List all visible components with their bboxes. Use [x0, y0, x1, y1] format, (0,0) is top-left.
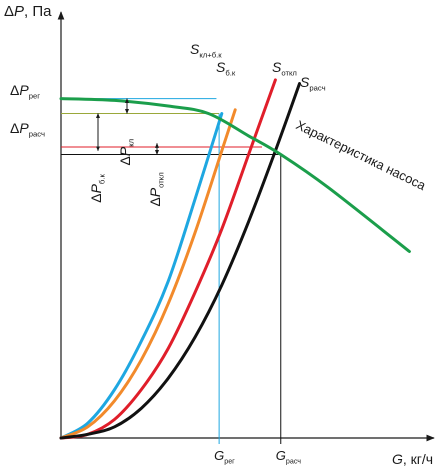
series-layer	[59, 78, 411, 440]
pump-curve-annotation: Характеристика насоса	[294, 117, 429, 193]
flow-label-g-rasch: Gрасч	[276, 448, 302, 465]
series-label-s-otkl: Sоткл	[272, 59, 297, 78]
y-axis-label: ΔP, Па	[4, 3, 52, 20]
series-line-pump	[59, 97, 411, 253]
level-label-p-rasch: ΔPрасч	[10, 120, 45, 139]
flow-label-g-reg: Gрег	[214, 448, 235, 465]
diff-label-dp_kl: ΔPкл	[117, 139, 136, 166]
series-label-s-bk: Sб.к	[216, 59, 236, 78]
series-line-s_kl_bk	[59, 112, 224, 440]
series-label-s-kl-bk: Sкл+б.к	[190, 41, 222, 60]
series-line-s_rasch	[59, 82, 301, 440]
series-line-s_bk	[59, 108, 237, 440]
series-line-s_otkl	[59, 78, 277, 440]
series-label-s-rasch: Sрасч	[300, 74, 326, 93]
diff-label-dp_otkl: ΔPоткл	[147, 172, 166, 206]
level-label-p-reg: ΔPрег	[10, 82, 40, 101]
x-axis-label: G, кг/ч	[392, 451, 433, 467]
diff-label-dp_bk: ΔPб.к	[88, 174, 107, 203]
